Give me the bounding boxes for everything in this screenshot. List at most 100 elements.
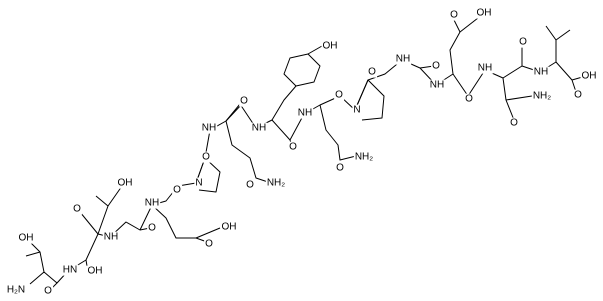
atom-label: O — [465, 94, 473, 105]
atom-label: N — [353, 105, 360, 116]
label-backdrop — [143, 197, 161, 209]
side-chain — [319, 104, 357, 161]
side-chain — [453, 19, 461, 33]
label-backdrop — [509, 117, 520, 129]
side-chain — [271, 85, 297, 121]
label-backdrop — [72, 203, 83, 215]
label-backdrop — [102, 231, 120, 243]
label-backdrop — [250, 122, 268, 134]
label-backdrop — [335, 162, 346, 174]
atom-label: OH — [118, 178, 133, 189]
label-backdrop — [464, 93, 475, 105]
side-chain — [27, 239, 45, 273]
atom-label: OH — [19, 233, 34, 244]
atom-label: OH — [88, 266, 103, 277]
label-backdrop — [394, 53, 412, 65]
atom-label: NH — [252, 123, 266, 134]
side-chain — [307, 45, 323, 55]
proline-ring — [195, 157, 221, 193]
side-chain — [449, 17, 479, 75]
atom-label: O — [450, 10, 458, 21]
side-chain — [555, 29, 571, 41]
label-backdrop — [334, 89, 345, 101]
label-backdrop — [265, 177, 287, 189]
label-backdrop — [116, 177, 134, 189]
label-backdrop — [61, 264, 79, 276]
atom-label: H₂N — [7, 285, 25, 296]
label-backdrop — [449, 9, 460, 21]
label-backdrop — [353, 151, 375, 163]
label-backdrop — [428, 79, 446, 91]
label-backdrop — [201, 151, 212, 163]
side-chain — [25, 251, 41, 257]
atom-label: O — [148, 223, 156, 234]
side-chain — [505, 95, 533, 101]
label-backdrop — [204, 238, 215, 250]
side-chain — [545, 25, 557, 62]
backbone — [29, 59, 573, 285]
label-backdrop — [147, 222, 158, 234]
phenol-ring — [283, 53, 321, 87]
label-backdrop — [475, 7, 493, 19]
atom-label: HN — [63, 265, 77, 276]
atom-label: O — [519, 37, 527, 48]
label-backdrop — [288, 141, 299, 153]
side-chain — [95, 195, 109, 207]
atom-label: NH — [534, 67, 548, 78]
atom-label: NH — [104, 232, 118, 243]
label-backdrop — [172, 184, 183, 196]
atom-label: O — [336, 163, 344, 174]
label-backdrop — [43, 285, 54, 297]
atom-label: O — [44, 286, 52, 297]
atom-label: NH — [145, 198, 159, 209]
side-chain — [225, 120, 269, 183]
atom-label: NH₂ — [355, 152, 373, 163]
atom-label: OH — [222, 222, 237, 233]
atom-label: NH₂ — [267, 178, 285, 189]
atom-label: O — [368, 67, 376, 78]
label-backdrop — [220, 221, 238, 233]
label-backdrop — [518, 36, 529, 48]
atom-label: O — [574, 90, 582, 101]
label-backdrop — [239, 95, 250, 107]
proline-ring — [354, 79, 385, 121]
atom-label: OH — [477, 8, 492, 19]
atom-label: NH — [298, 108, 312, 119]
atom-label: NH — [430, 80, 444, 91]
side-chain — [97, 185, 123, 235]
atom-labels: OHH₂NHNOOHOOHNHONHONOOHONHONHNH₂OOHONHON… — [5, 7, 598, 297]
label-backdrop — [352, 104, 362, 116]
atom-label: OH — [582, 71, 597, 82]
atom-label: O — [73, 204, 81, 215]
atom-label: O — [202, 152, 210, 163]
atom-label: O — [240, 96, 248, 107]
label-backdrop — [321, 40, 339, 52]
carbonyl — [79, 211, 99, 235]
side-chain — [195, 227, 221, 239]
atom-label: OH — [323, 41, 338, 52]
atom-label: O — [510, 118, 518, 129]
label-backdrop — [431, 60, 442, 72]
label-backdrop — [580, 70, 598, 82]
atom-label: O — [335, 90, 343, 101]
label-backdrop — [531, 90, 553, 102]
label-backdrop — [476, 62, 494, 74]
label-backdrop — [194, 177, 204, 189]
label-backdrop — [5, 284, 27, 296]
atom-label: O — [289, 142, 297, 153]
atom-label: NH — [478, 63, 492, 74]
atom-label: O — [432, 61, 440, 72]
label-backdrop — [532, 66, 550, 78]
label-backdrop — [200, 122, 218, 134]
bonds — [25, 17, 587, 291]
atom-label: NH — [396, 54, 410, 65]
atom-label: NH — [202, 123, 216, 134]
atom-label: O — [246, 180, 254, 191]
atom-label: O — [173, 185, 181, 196]
label-backdrop — [367, 66, 378, 78]
carbonyl — [225, 103, 243, 122]
atom-label: O — [205, 239, 213, 250]
atom-label: N — [195, 178, 202, 189]
atom-label: NH₂ — [533, 91, 551, 102]
